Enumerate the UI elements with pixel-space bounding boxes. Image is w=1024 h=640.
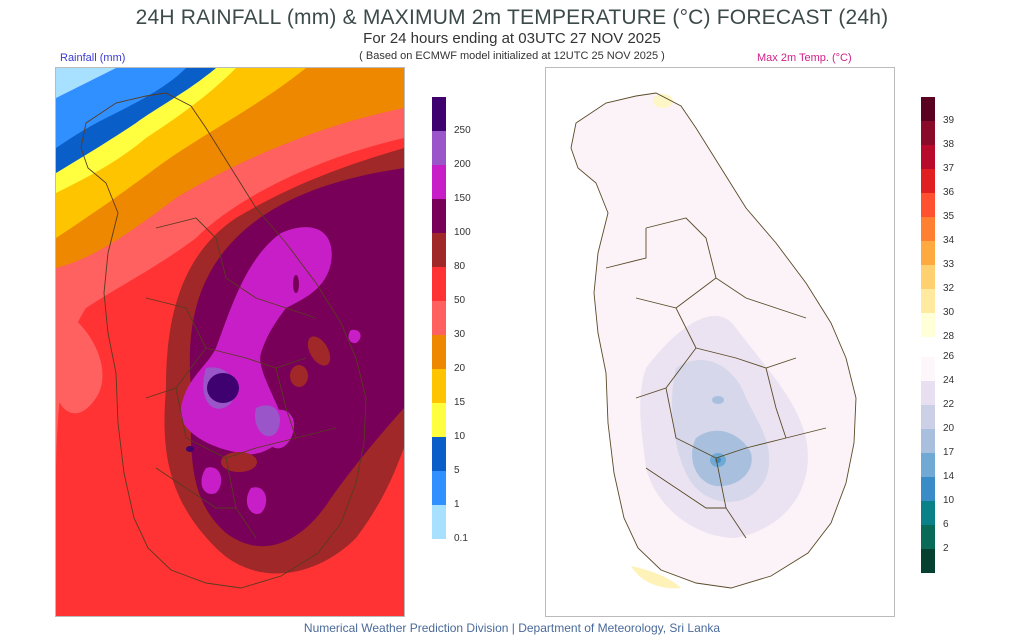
colorbar-label: 150: [454, 193, 471, 204]
colorbar-swatch: [921, 217, 935, 241]
colorbar-label: 39: [943, 115, 955, 126]
island-outline: [570, 92, 857, 589]
colorbar-label: 15: [454, 397, 466, 408]
colorbar-label: 32: [943, 283, 955, 294]
colorbar-label: 28: [943, 331, 955, 342]
colorbar-swatch: [921, 289, 935, 313]
colorbar-label: 0.1: [454, 533, 468, 544]
rainfall-map-label: Rainfall (mm): [60, 52, 126, 64]
temperature-map-label: Max 2m Temp. (°C): [757, 52, 852, 64]
colorbar-label: 5: [454, 465, 460, 476]
colorbar-label: 22: [943, 399, 955, 410]
colorbar-label: 80: [454, 261, 466, 272]
colorbar-swatch: [432, 369, 446, 403]
colorbar-swatch: [921, 145, 935, 169]
colorbar-swatch: [921, 169, 935, 193]
colorbar-swatch: [921, 381, 935, 405]
colorbar-swatch: [921, 429, 935, 453]
colorbar-label: 26: [943, 351, 955, 362]
colorbar-label: 37: [943, 163, 955, 174]
colorbar-swatch: [921, 121, 935, 145]
colorbar-swatch: [432, 505, 446, 539]
colorbar-swatch: [921, 477, 935, 501]
colorbar-swatch: [921, 241, 935, 265]
colorbar-swatch: [432, 233, 446, 267]
colorbar-swatch: [921, 357, 935, 381]
colorbar-label: 50: [454, 295, 466, 306]
colorbar-label: 30: [943, 307, 955, 318]
colorbar-label: 33: [943, 259, 955, 270]
model-note: ( Based on ECMWF model initialized at 12…: [359, 50, 665, 62]
rainfall-colorbar: [432, 97, 446, 539]
rainfall-map: [55, 67, 405, 617]
colorbar-swatch: [432, 301, 446, 335]
colorbar-label: 35: [943, 211, 955, 222]
colorbar-swatch: [921, 405, 935, 429]
colorbar-label: 36: [943, 187, 955, 198]
colorbar-label: 10: [454, 431, 466, 442]
colorbar-label: 250: [454, 125, 471, 136]
colorbar-swatch: [921, 453, 935, 477]
colorbar-swatch: [921, 501, 935, 525]
colorbar-swatch: [432, 267, 446, 301]
colorbar-swatch: [432, 437, 446, 471]
colorbar-swatch: [432, 403, 446, 437]
colorbar-label: 14: [943, 471, 955, 482]
colorbar-swatch: [921, 265, 935, 289]
colorbar-label: 6: [943, 519, 949, 530]
colorbar-label: 2: [943, 543, 949, 554]
colorbar-swatch: [432, 165, 446, 199]
footer-credit: Numerical Weather Prediction Division | …: [303, 621, 721, 635]
colorbar-label: 30: [454, 329, 466, 340]
colorbar-label: 10: [943, 495, 955, 506]
colorbar-swatch: [432, 131, 446, 165]
colorbar-label: 34: [943, 235, 955, 246]
page-subtitle: For 24 hours ending at 03UTC 27 NOV 2025: [363, 30, 661, 47]
temperature-map: [545, 67, 895, 617]
island-outline: [80, 92, 367, 589]
colorbar-label: 24: [943, 375, 955, 386]
colorbar-swatch: [432, 335, 446, 369]
colorbar-label: 17: [943, 447, 955, 458]
colorbar-label: 20: [454, 363, 466, 374]
colorbar-swatch: [921, 97, 935, 121]
colorbar-swatch: [921, 525, 935, 549]
colorbar-label: 20: [943, 423, 955, 434]
temperature-cool-colorbar: [921, 357, 935, 573]
temperature-hot-colorbar: [921, 97, 935, 337]
colorbar-label: 1: [454, 499, 460, 510]
colorbar-label: 100: [454, 227, 471, 238]
colorbar-swatch: [921, 549, 935, 573]
colorbar-label: 38: [943, 139, 955, 150]
colorbar-swatch: [921, 313, 935, 337]
colorbar-swatch: [432, 199, 446, 233]
colorbar-swatch: [432, 471, 446, 505]
colorbar-label: 200: [454, 159, 471, 170]
colorbar-swatch: [921, 193, 935, 217]
colorbar-swatch: [432, 97, 446, 131]
page-title: 24H RAINFALL (mm) & MAXIMUM 2m TEMPERATU…: [135, 6, 889, 29]
